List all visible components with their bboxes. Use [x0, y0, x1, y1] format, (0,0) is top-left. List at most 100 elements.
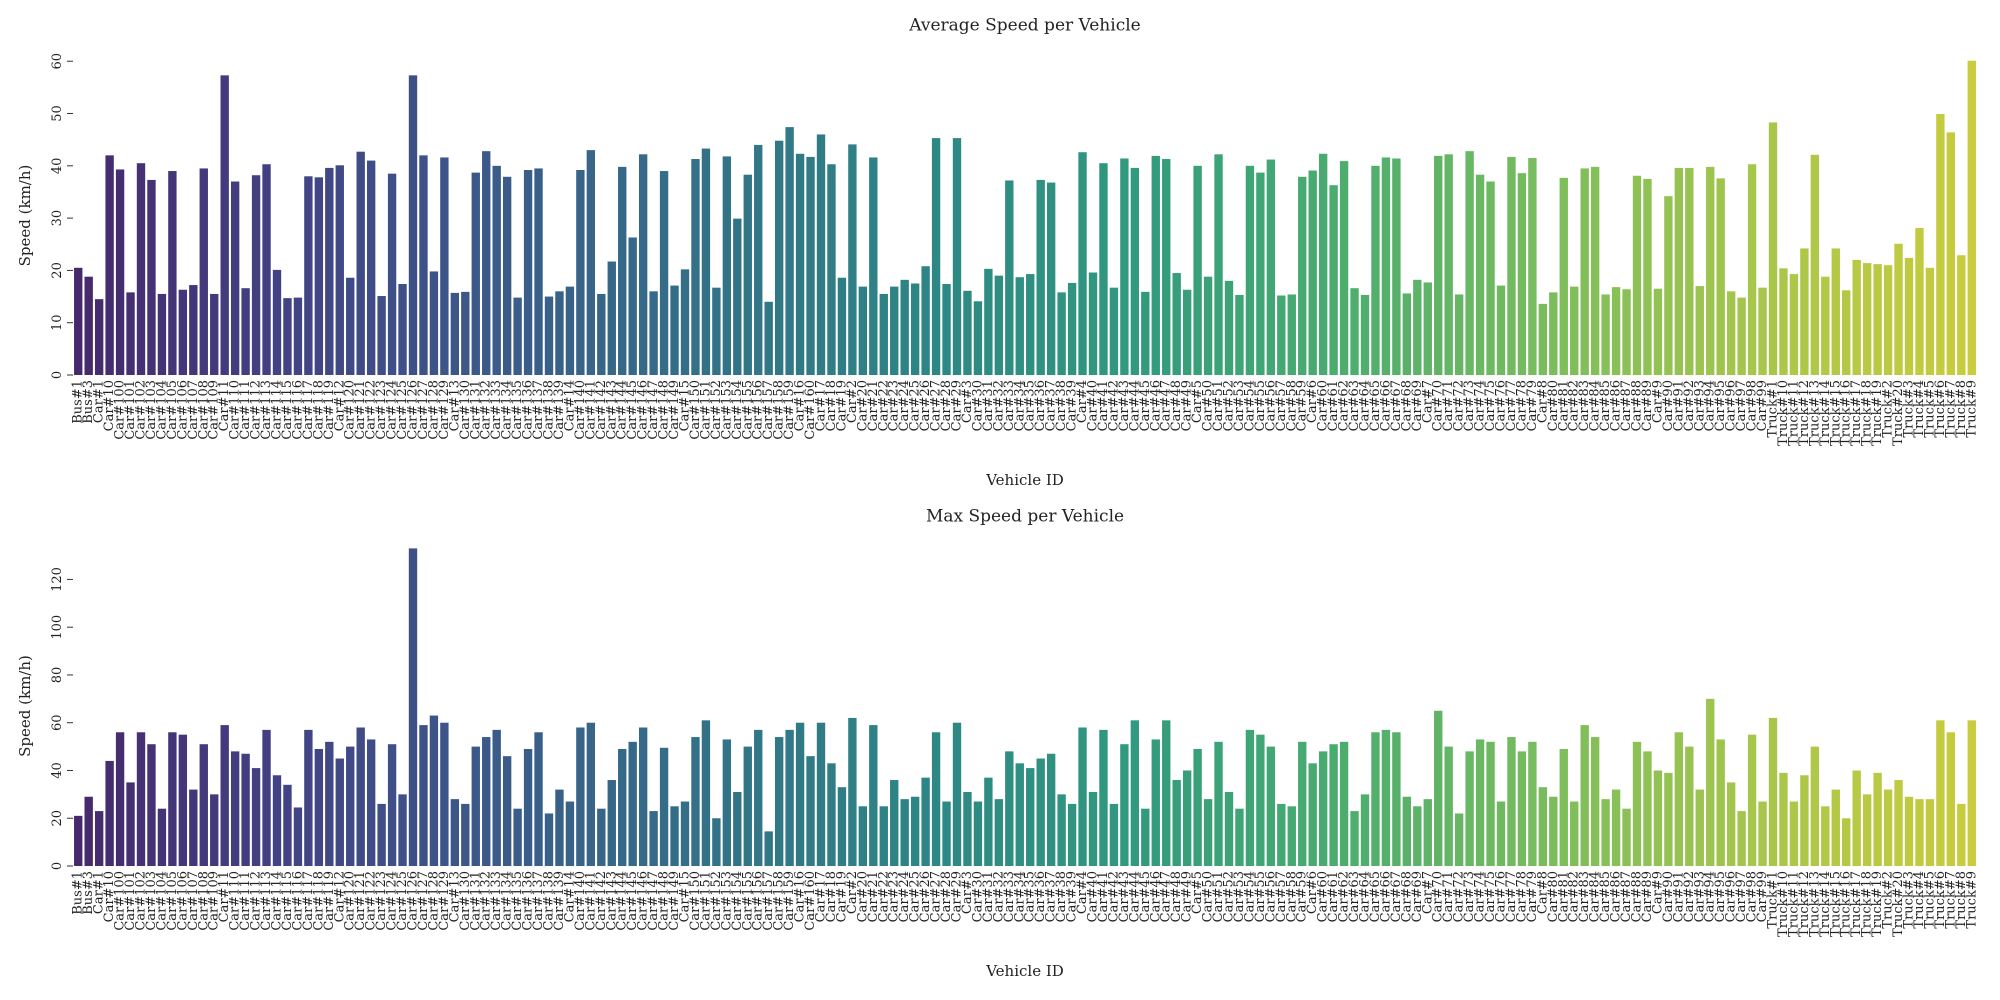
bar [879, 293, 888, 375]
x-tick-label: Car#7 [1420, 871, 1435, 914]
x-tick-label: Car#65 [1368, 871, 1383, 922]
bar [1726, 291, 1736, 375]
x-tick-label: Car#84 [1588, 871, 1603, 922]
bar [1496, 285, 1506, 375]
x-tick-label: Car#58 [1284, 871, 1299, 922]
x-tick-label: Truck#6 [1933, 380, 1948, 438]
bar [1528, 741, 1537, 866]
x-tick-label: Car#28 [939, 380, 954, 431]
bar [262, 729, 271, 866]
bar [492, 165, 501, 375]
bar [722, 739, 732, 866]
x-tick-label: Car#130 [458, 380, 473, 440]
bar [1852, 770, 1861, 866]
x-tick-label: Car#40 [1086, 871, 1101, 922]
bar [304, 729, 313, 866]
x-tick-label: Car#69 [1410, 380, 1425, 431]
bar [1946, 732, 1956, 866]
bar [827, 763, 836, 866]
x-tick-label: Car#39 [1065, 871, 1080, 922]
bar [1831, 789, 1840, 866]
x-tick-label: Car#120 [343, 380, 358, 440]
bar [1559, 748, 1568, 866]
x-tick-label: Car#2 [845, 380, 860, 423]
bar [1800, 248, 1809, 375]
bar [471, 746, 480, 866]
bar [1339, 741, 1349, 866]
x-tick-label: Car#35 [1023, 380, 1038, 431]
bar [994, 799, 1004, 866]
x-tick-label: Car#137 [531, 380, 546, 440]
bar [1141, 291, 1150, 375]
x-tick-label: Car#93 [1692, 380, 1707, 431]
bar [1371, 732, 1380, 866]
x-tick-label: Car#140 [573, 380, 588, 440]
bar [607, 780, 616, 866]
bar [1873, 772, 1882, 866]
bar [701, 148, 711, 375]
bar [1894, 243, 1903, 375]
bar [1109, 287, 1119, 375]
x-tick-label: Car#13 [447, 380, 462, 431]
x-tick-label: Car#82 [1567, 380, 1582, 431]
bar [1486, 741, 1495, 866]
bar [994, 275, 1004, 375]
x-tick-label: Car#39 [1065, 380, 1080, 431]
bar [283, 784, 292, 866]
bar [1046, 182, 1056, 375]
x-tick-label: Car#108 [196, 380, 211, 440]
x-tick-label: Car#98 [1745, 380, 1760, 431]
x-tick-label: Car#48 [1169, 380, 1184, 431]
x-tick-label: Car#71 [1441, 380, 1456, 431]
x-tick-label: Car#76 [1494, 380, 1509, 431]
bar [1549, 292, 1558, 375]
bar [1507, 156, 1516, 375]
bar [1120, 744, 1129, 866]
bar [597, 293, 606, 375]
bar [325, 741, 334, 866]
bar [1360, 294, 1370, 375]
x-tick-label: Car#69 [1410, 871, 1425, 922]
x-tick-label: Car#150 [688, 871, 703, 931]
x-tick-label: Car#78 [1514, 380, 1529, 431]
x-tick-label: Car#63 [1347, 380, 1362, 431]
x-tick-label: Car#144 [615, 871, 630, 931]
bar [576, 727, 585, 866]
bar [1538, 787, 1548, 866]
x-tick-label: Car#11 [217, 871, 232, 922]
bar [1318, 153, 1328, 375]
bar [1026, 768, 1035, 866]
bar [1685, 746, 1694, 866]
bar [293, 297, 303, 375]
x-tick-label: Car#128 [426, 380, 441, 440]
x-tick-label: Car#4 [1075, 380, 1090, 423]
x-tick-label: Car#112 [249, 380, 264, 440]
x-tick-label: Truck#12 [1797, 380, 1812, 446]
bar [1842, 818, 1851, 866]
x-tick-label: Car#145 [625, 380, 640, 440]
bar [1172, 273, 1181, 375]
x-tick-label: Car#125 [395, 380, 410, 440]
x-tick-label: Truck#8 [1954, 871, 1969, 929]
bar [1057, 794, 1066, 866]
x-tick-label: Car#53 [1232, 380, 1247, 431]
x-tick-label: Car#136 [521, 380, 536, 440]
bar [74, 267, 83, 375]
x-tick-label: Car#26 [918, 871, 933, 922]
bar [513, 297, 522, 375]
x-tick-label: Truck#16 [1839, 871, 1854, 937]
x-tick-label: Car#116 [290, 380, 305, 440]
bar [283, 298, 292, 375]
bar [1266, 746, 1276, 866]
x-tick-label: Car#3 [960, 871, 975, 914]
chart-title: Max Speed per Vehicle [926, 507, 1124, 527]
y-tick-label: 120 [50, 567, 65, 592]
x-tick-label: Car#131 [468, 871, 483, 931]
bar [952, 722, 962, 866]
x-tick-label: Car#152 [709, 871, 724, 931]
bar [1277, 295, 1286, 375]
x-tick-label: Car#140 [573, 871, 588, 931]
x-tick-label: Car#158 [772, 871, 787, 931]
x-tick-label: Truck#18 [1860, 871, 1875, 937]
bar [774, 737, 784, 866]
